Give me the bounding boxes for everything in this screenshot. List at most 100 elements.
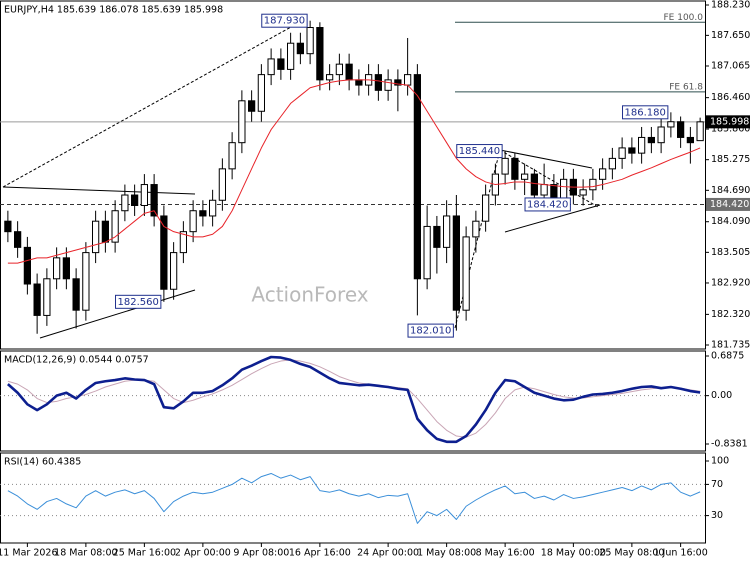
y-tick-label: 188.230 bbox=[711, 0, 750, 11]
candle-body bbox=[404, 74, 412, 86]
candle-body bbox=[394, 79, 402, 86]
panel-frame bbox=[0, 350, 706, 452]
candle-body bbox=[589, 178, 597, 191]
series-line bbox=[7, 79, 701, 264]
candle-body bbox=[599, 168, 607, 180]
panel-title: RSI(14) 60.4385 bbox=[4, 457, 81, 468]
trend-line bbox=[499, 149, 593, 169]
panel-frame bbox=[0, 452, 706, 544]
candle-body bbox=[433, 225, 441, 248]
candle-body bbox=[199, 210, 207, 217]
candle-body bbox=[521, 173, 529, 180]
series-line bbox=[7, 355, 701, 444]
x-tick-label: 18 Mar 08:00 bbox=[54, 548, 117, 559]
x-tick-label: 16 Apr 16:00 bbox=[289, 548, 351, 559]
trend-line bbox=[499, 149, 599, 208]
candle-body bbox=[111, 210, 119, 243]
y-tick-label: 0.00 bbox=[711, 390, 732, 401]
y-tick-label: -0.8381 bbox=[711, 439, 748, 450]
candle-body bbox=[218, 168, 226, 201]
y-tick-label: 183.505 bbox=[711, 247, 750, 258]
y-tick-label: 185.275 bbox=[711, 154, 750, 165]
x-tick-label: 24 Apr 00:00 bbox=[357, 548, 419, 559]
x-tick-label: 1 May 08:00 bbox=[417, 548, 476, 559]
y-tick-label: 187.065 bbox=[711, 60, 750, 71]
annotation-box bbox=[456, 144, 503, 159]
candle-body bbox=[384, 79, 392, 91]
trend-line bbox=[454, 149, 501, 329]
annotation-box bbox=[261, 13, 308, 28]
candle-body bbox=[686, 136, 694, 144]
candle-body bbox=[530, 173, 538, 196]
annotation-box bbox=[115, 294, 162, 309]
trend-lines bbox=[2, 21, 601, 339]
candle-body bbox=[540, 184, 548, 196]
candle-body bbox=[267, 58, 275, 76]
price-marker-label: 185.998 bbox=[710, 116, 749, 127]
candle-body bbox=[4, 220, 12, 233]
y-tick-label: 0.6875 bbox=[711, 351, 744, 362]
candle-body bbox=[101, 220, 109, 243]
y-tick-label: 182.320 bbox=[711, 309, 750, 320]
panel-title: MACD(12,26,9) 0.0544 0.0757 bbox=[4, 355, 149, 366]
candle-body bbox=[326, 74, 334, 81]
candle-body bbox=[23, 246, 31, 285]
annotation-label: 185.440 bbox=[459, 146, 500, 157]
y-tick-label: 186.460 bbox=[711, 92, 750, 103]
annotation-box bbox=[524, 197, 571, 212]
candle-body bbox=[43, 278, 51, 316]
candle-body bbox=[501, 157, 509, 175]
annotation-box bbox=[622, 105, 669, 120]
candle-body bbox=[374, 74, 382, 91]
y-tick-label: 70 bbox=[711, 479, 723, 490]
candle-body bbox=[628, 147, 636, 154]
candle-body bbox=[482, 194, 490, 222]
fib-label: FE 100.0 bbox=[664, 13, 704, 23]
series-line bbox=[7, 359, 701, 438]
x-tick-label: 2 Apr 00:00 bbox=[175, 548, 231, 559]
panel-title: EURJPY,H4 185.639 186.078 185.639 185.99… bbox=[4, 5, 223, 16]
x-tick-label: 9 Apr 08:00 bbox=[233, 548, 289, 559]
candle-body bbox=[306, 27, 314, 55]
candle-body bbox=[160, 215, 168, 290]
candle-body bbox=[335, 63, 343, 76]
candle-body bbox=[238, 100, 246, 144]
candle-body bbox=[647, 136, 655, 144]
x-tick-label: 25 May 08:00 bbox=[599, 548, 664, 559]
candle-body bbox=[170, 252, 178, 290]
price-marker-label: 184.420 bbox=[710, 199, 749, 210]
y-tick-label: 181.735 bbox=[711, 340, 750, 351]
candle-body bbox=[121, 194, 129, 212]
candle-body bbox=[53, 257, 61, 280]
y-tick-label: 182.920 bbox=[711, 277, 750, 288]
candle-body bbox=[228, 142, 236, 170]
y-tick-label: 187.650 bbox=[711, 30, 750, 41]
candle-body bbox=[82, 252, 90, 311]
y-tick-label: 100 bbox=[711, 456, 729, 467]
trend-line bbox=[504, 204, 601, 233]
annotation-label: 182.560 bbox=[118, 297, 159, 308]
candle-body bbox=[443, 215, 451, 248]
watermark: ActionForex bbox=[251, 283, 368, 307]
y-tick-label: 184.690 bbox=[711, 185, 750, 196]
candle-body bbox=[608, 157, 616, 170]
x-tick-label: 18 May 00:00 bbox=[541, 548, 606, 559]
series-line bbox=[7, 472, 701, 524]
panel-frame bbox=[0, 0, 706, 350]
x-tick-label: 8 May 16:00 bbox=[476, 548, 535, 559]
fib-label: FE 61.8 bbox=[669, 82, 703, 92]
candle-body bbox=[33, 283, 41, 316]
candle-body bbox=[452, 215, 460, 311]
price-marker-box bbox=[706, 197, 750, 211]
candle-body bbox=[62, 257, 70, 280]
annotation-label: 186.180 bbox=[625, 107, 666, 118]
candle-body bbox=[667, 121, 675, 128]
price-marker-box bbox=[706, 115, 750, 129]
candle-body bbox=[511, 157, 519, 180]
candle-body bbox=[277, 58, 285, 70]
trend-line bbox=[2, 21, 301, 188]
candle-body bbox=[248, 100, 256, 112]
candle-body bbox=[638, 136, 646, 154]
candle-body bbox=[696, 121, 704, 142]
